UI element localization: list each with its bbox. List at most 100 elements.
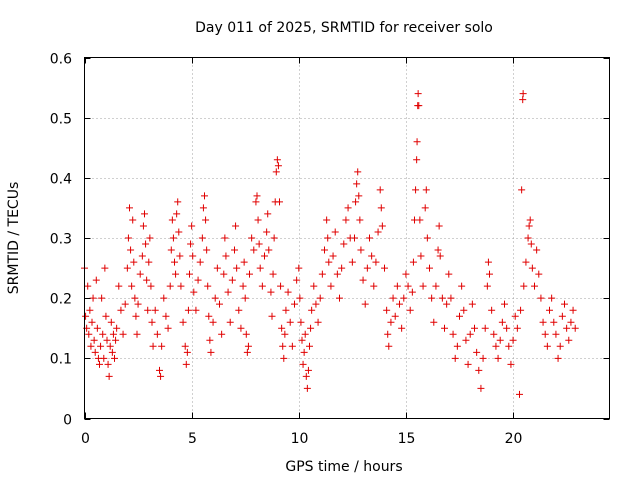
data-point xyxy=(409,258,417,266)
data-point xyxy=(91,348,99,356)
data-point xyxy=(293,276,301,284)
data-point xyxy=(206,336,214,344)
data-point xyxy=(209,318,217,326)
data-point xyxy=(524,234,532,242)
data-point xyxy=(415,102,423,110)
data-point xyxy=(353,180,361,188)
data-point xyxy=(484,258,492,266)
data-point xyxy=(453,342,461,350)
data-point xyxy=(519,96,527,104)
data-point xyxy=(171,258,178,266)
data-point xyxy=(357,246,365,254)
data-point xyxy=(90,336,98,344)
data-point xyxy=(232,222,240,230)
data-point xyxy=(496,336,504,344)
data-point xyxy=(143,276,151,284)
data-point xyxy=(342,216,350,224)
data-point xyxy=(183,348,191,356)
data-point xyxy=(412,186,420,194)
data-point xyxy=(543,342,551,350)
data-point xyxy=(307,324,315,332)
data-point xyxy=(188,222,196,230)
data-point xyxy=(162,312,170,320)
data-point xyxy=(303,384,311,392)
data-point xyxy=(106,342,114,350)
data-point xyxy=(481,324,489,332)
data-point xyxy=(168,216,176,224)
data-point xyxy=(254,216,262,224)
data-point xyxy=(494,354,502,362)
data-point xyxy=(370,282,378,290)
data-point xyxy=(336,294,343,302)
data-point xyxy=(205,312,213,320)
data-point xyxy=(203,246,211,254)
data-point xyxy=(166,282,174,290)
data-point xyxy=(87,342,95,350)
data-point xyxy=(516,390,523,398)
data-point xyxy=(554,354,562,362)
data-point xyxy=(268,312,276,320)
data-point xyxy=(327,282,335,290)
data-point xyxy=(267,288,275,296)
data-point xyxy=(565,336,573,344)
data-point xyxy=(88,318,96,326)
data-point xyxy=(498,318,506,326)
data-point xyxy=(416,216,424,224)
data-point xyxy=(473,348,481,356)
data-point xyxy=(302,372,310,380)
data-point xyxy=(324,234,332,242)
data-point xyxy=(291,300,298,308)
data-point xyxy=(436,252,444,260)
data-point xyxy=(419,282,427,290)
data-point xyxy=(187,240,195,248)
data-point xyxy=(274,162,282,170)
data-point xyxy=(312,300,320,308)
data-point xyxy=(158,342,166,350)
data-point xyxy=(325,258,333,266)
data-point xyxy=(385,342,393,350)
data-point xyxy=(242,330,250,338)
data-point xyxy=(105,372,113,380)
data-point xyxy=(338,264,346,272)
y-tick-label: 0.1 xyxy=(50,352,72,368)
data-point xyxy=(475,366,483,374)
data-point xyxy=(93,324,101,332)
data-point xyxy=(131,294,139,302)
data-point xyxy=(298,336,306,344)
y-tick-label: 0.3 xyxy=(50,232,72,248)
data-point xyxy=(240,258,248,266)
data-point xyxy=(108,348,116,356)
data-point xyxy=(172,270,180,278)
data-point xyxy=(361,300,369,308)
data-point xyxy=(149,342,157,350)
data-point xyxy=(344,204,352,212)
data-point xyxy=(522,258,530,266)
chart-title: Day 011 of 2025, SRMTID for receiver sol… xyxy=(195,20,493,36)
data-point xyxy=(157,372,165,380)
data-point xyxy=(366,234,373,242)
data-point xyxy=(220,270,228,278)
data-point xyxy=(413,138,421,146)
data-point xyxy=(160,294,168,302)
data-point xyxy=(250,246,258,254)
data-point xyxy=(286,318,294,326)
data-point xyxy=(546,306,553,314)
data-point xyxy=(458,282,466,290)
data-point xyxy=(177,282,185,290)
data-point xyxy=(466,330,474,338)
data-point xyxy=(445,270,453,278)
data-point xyxy=(479,354,487,362)
data-point xyxy=(96,360,103,368)
data-point xyxy=(138,252,146,260)
data-point xyxy=(182,360,190,368)
data-point xyxy=(101,264,109,272)
data-point xyxy=(295,264,303,272)
data-point xyxy=(398,324,406,332)
data-point xyxy=(413,156,421,164)
data-point xyxy=(441,324,448,332)
data-point xyxy=(121,300,129,308)
data-point xyxy=(297,318,305,326)
data-point xyxy=(383,306,391,314)
data-point xyxy=(513,324,521,332)
